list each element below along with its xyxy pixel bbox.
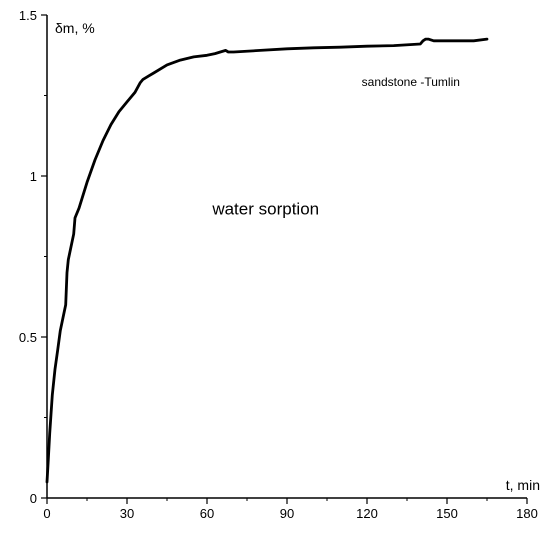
series-layer (45, 37, 489, 484)
x-axis-label: t, min (506, 477, 540, 493)
annotation-label: water sorption (211, 200, 319, 219)
y-tick-label: 0 (30, 491, 37, 506)
y-tick-label: 0.5 (19, 330, 37, 345)
x-tick-label: 90 (280, 506, 294, 521)
y-tick-label: 1 (30, 169, 37, 184)
x-tick-label: 150 (436, 506, 458, 521)
annotations: sandstone -Tumlin water sorption (211, 75, 460, 219)
series-line (45, 37, 489, 484)
x-tick-label: 0 (43, 506, 50, 521)
x-tick-label: 120 (356, 506, 378, 521)
annotation-label: sandstone -Tumlin (362, 75, 460, 89)
y-axis-label: δm, % (55, 20, 95, 36)
x-ticks: 0 30 60 90 120 150 180 (43, 498, 538, 521)
x-tick-label: 60 (200, 506, 214, 521)
x-tick-label: 180 (516, 506, 538, 521)
y-tick-label: 1.5 (19, 8, 37, 23)
y-ticks: 0 0.5 1 1.5 (19, 8, 47, 506)
x-tick-label: 30 (120, 506, 134, 521)
